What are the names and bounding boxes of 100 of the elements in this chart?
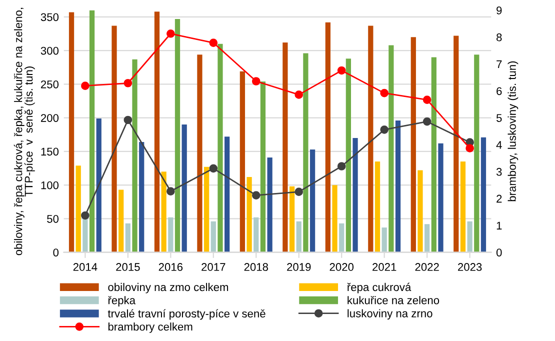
y-tick-label: 350 [40,13,59,22]
bar [454,36,459,252]
x-tick-label: 2017 [202,263,226,271]
bar [352,138,358,252]
point [422,96,432,104]
bar [76,166,81,252]
bar [368,26,374,252]
y-tick-label: 100 [41,181,59,190]
bar [118,190,124,252]
legend-label: luskoviny na zrno [348,309,432,320]
bar [168,217,174,252]
bar [438,143,444,252]
bar [325,22,330,252]
y2-tick-label: 0 [496,248,502,256]
bar [112,26,117,252]
point [294,90,304,99]
y-tick-label: 250 [40,80,59,88]
point [166,187,175,196]
point [252,191,260,200]
bar [182,124,187,252]
y2-tick-label: 5 [496,114,502,122]
bar [132,59,138,252]
bar [246,177,252,252]
bar [260,82,266,252]
y2-tick-label: 6 [496,87,502,96]
point [252,77,260,86]
bar [332,185,338,252]
bar [382,227,387,252]
point [337,162,346,170]
y-axis-title: obiloviny, řepa cukrová, řepka, kukuřice na zeleno, TTP-píce v seně (tis. tun) [14,8,35,256]
bar [96,118,102,252]
legend-label: obiloviny na zmo celkem [108,282,228,294]
y2-tick-label: 1 [496,222,502,230]
x-tick-label: 2016 [158,263,183,271]
bar [374,162,380,252]
bar [410,37,416,252]
bar [125,223,130,252]
legend-label: kukuřice na zeleno [348,296,440,304]
y2-tick-label: 8 [496,33,502,42]
bar [480,137,486,252]
bar [289,186,295,252]
y-tick-label: 200 [40,114,59,122]
point [166,29,175,38]
bar [310,149,316,252]
bar [395,120,401,252]
point [422,117,432,126]
bar [210,221,216,252]
point [81,211,90,220]
point [466,144,474,152]
bar [161,172,166,252]
y-tick-label: 50 [47,214,59,223]
x-tick-label: 2019 [287,263,311,271]
bar [460,162,466,252]
y-tick-label: 150 [41,148,59,156]
y-tick-label: 300 [40,46,59,55]
bar [282,42,288,252]
point [124,78,132,88]
bar [240,71,246,252]
bar [218,44,223,252]
bar [254,217,259,252]
point [337,66,346,75]
bar [474,54,480,252]
bar [89,10,95,252]
point [124,116,132,124]
y2-tick-label: 2 [496,194,502,203]
bar [346,58,352,252]
y-tick-label: 0 [53,248,59,256]
bar [388,45,394,252]
bar [467,221,472,252]
point [209,38,218,47]
legend-label: brambory celkem [108,322,192,333]
bar [339,223,344,252]
point [380,126,389,134]
y2-axis-title: brambory, luskoviny (tis. tun) [508,61,518,202]
point [81,82,90,90]
bar [224,136,230,252]
y2-tick-label: 7 [496,60,502,68]
point [209,164,218,173]
bar [418,170,423,252]
bar [154,12,160,252]
bar [431,57,436,252]
bar [197,54,202,252]
x-tick-label: 2020 [330,263,354,271]
bar [204,166,210,252]
x-tick-label: 2018 [244,263,268,271]
x-tick-label: 2021 [372,263,396,271]
y2-tick-label: 4 [496,141,502,149]
legend-label: řepka [108,296,136,306]
x-tick-label: 2015 [116,263,140,271]
bar [303,53,308,252]
bar [424,224,430,252]
x-tick-label: 2014 [73,263,98,271]
x-tick-label: 2022 [415,263,439,271]
legend-label: trvalé travní porosty-píce v seně [108,309,266,320]
bar [174,18,180,252]
legend-label: řepa cukrová [347,282,412,294]
bar [139,142,144,252]
bar [267,158,272,252]
x-tick-label: 2023 [458,263,482,271]
point [294,188,304,196]
